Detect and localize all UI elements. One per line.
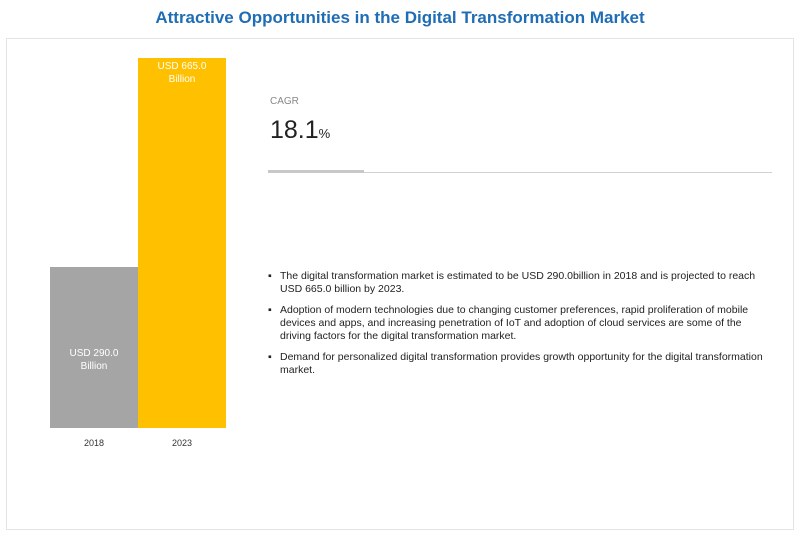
value-label: USD 665.0 Billion [157, 61, 207, 85]
x-tick-label: 2023 [171, 438, 193, 448]
bullet-item: The digital transformation market is est… [268, 270, 768, 296]
cagr-label: CAGR [270, 96, 299, 107]
bar [138, 58, 226, 428]
value-label: USD 290.0 Billion [69, 347, 119, 372]
divider-accent [268, 170, 364, 173]
x-tick-label: 2018 [83, 438, 105, 448]
cagr-number: 18.1 [270, 116, 319, 144]
bullet-item: Adoption of modern technologies due to c… [268, 304, 768, 343]
bar [50, 266, 138, 428]
chart-title: Attractive Opportunities in the Digital … [155, 8, 645, 27]
bullet-list: The digital transformation market is est… [268, 270, 768, 385]
bullet-item: Demand for personalized digital transfor… [268, 351, 768, 377]
cagr-value: 18.1% [270, 116, 330, 145]
divider [268, 172, 772, 173]
cagr-unit: % [318, 126, 331, 141]
